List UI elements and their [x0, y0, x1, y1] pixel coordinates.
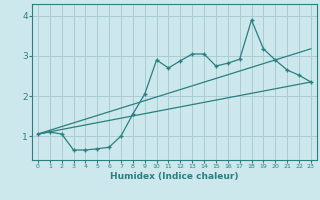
X-axis label: Humidex (Indice chaleur): Humidex (Indice chaleur) — [110, 172, 239, 181]
